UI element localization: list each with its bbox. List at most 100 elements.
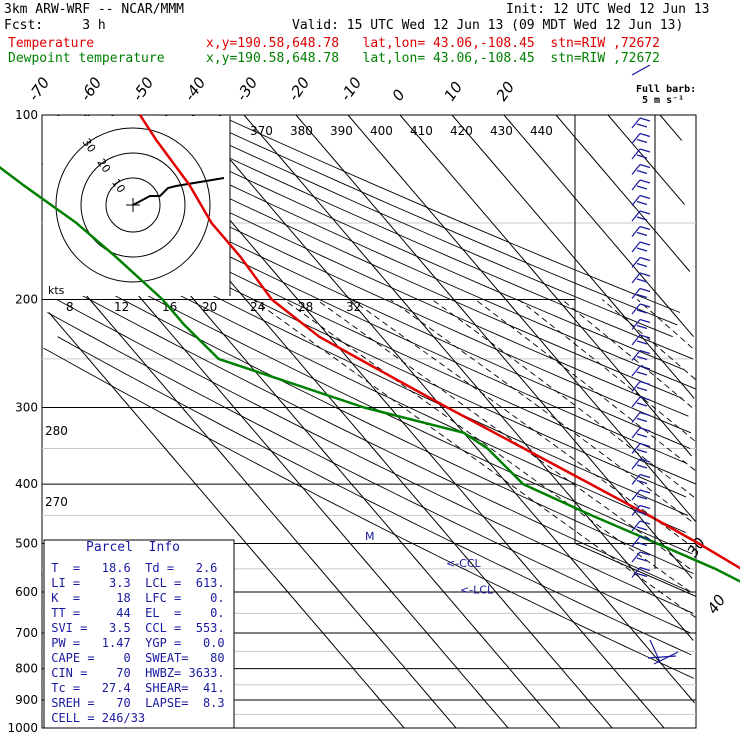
wind-barb-flag xyxy=(636,216,648,221)
dry-adiabat-line xyxy=(110,114,684,370)
wind-barb xyxy=(631,148,641,160)
forecast-hour: Fcst: 3 h xyxy=(4,18,106,33)
speed-axis-label: 20 xyxy=(202,300,217,314)
wind-barb-flag xyxy=(639,256,651,262)
dry-adiabat-line xyxy=(71,255,693,555)
dry-adiabat-line xyxy=(164,114,673,338)
wind-barb-flag xyxy=(636,262,648,268)
wind-barb-flag xyxy=(639,148,651,153)
wind-barb xyxy=(631,257,641,268)
moist-adiabat-line xyxy=(252,299,696,618)
dry-adiabat-line xyxy=(47,312,691,634)
wind-barb-flag xyxy=(639,334,651,339)
wind-barb xyxy=(631,288,641,299)
isotherm-line xyxy=(503,114,694,338)
wind-barb-flag xyxy=(639,427,651,432)
wind-barb-flag xyxy=(636,448,648,454)
moist-adiabat-line xyxy=(637,299,693,349)
moist-adiabat-line xyxy=(351,299,696,550)
parcel-row-9: Tc = 27.4 SHEAR= 41. xyxy=(44,681,225,695)
theta-e-label: 280 xyxy=(45,424,68,438)
wind-barb-flag xyxy=(639,489,651,494)
hodograph-ring xyxy=(55,127,211,283)
wind-barb xyxy=(631,272,641,284)
wind-barb-flag xyxy=(636,247,648,252)
dry-adiabat-line xyxy=(56,299,694,614)
wind-barb-flag xyxy=(636,557,648,562)
wind-barb xyxy=(631,350,641,361)
wind-barbs xyxy=(631,64,679,665)
isotherm-label: 10 xyxy=(441,78,467,104)
wind-barb xyxy=(631,551,641,563)
isotherm-line xyxy=(295,114,693,579)
parcel-row-5: SVI = 3.5 CCL = 553. xyxy=(44,621,225,635)
isotherms xyxy=(43,114,696,729)
init-time: Init: 12 UTC Wed 12 Jun 13 xyxy=(506,2,710,17)
wind-barb-flag xyxy=(636,231,648,237)
wind-barb-flag xyxy=(636,464,648,469)
parcel-row-6: PW = 1.47 YGP = 0.0 xyxy=(44,636,225,650)
wind-barb-flag xyxy=(639,287,651,293)
wind-barb-flag xyxy=(639,117,651,122)
wind-barb xyxy=(631,381,641,392)
wind-barb-flag xyxy=(639,365,651,370)
wind-barb xyxy=(631,334,641,346)
wind-barb xyxy=(631,133,641,144)
wind-barb-flag xyxy=(639,163,651,169)
wind-barb-flag xyxy=(636,355,648,361)
isotherm-label: -70 xyxy=(25,74,54,104)
isotherm-label: 40 xyxy=(704,591,730,617)
isotherm-line xyxy=(43,184,509,729)
isotherm-line xyxy=(399,114,692,457)
isotherm-line xyxy=(48,312,405,729)
wind-barb-flag xyxy=(639,194,651,200)
moist-adiabat-line xyxy=(475,299,696,471)
isotherm-line xyxy=(347,114,696,522)
wind-barb-flag xyxy=(636,510,648,516)
wind-barb-flag xyxy=(636,479,648,485)
wind-barb-flag xyxy=(639,551,651,556)
moist-adiabat-line xyxy=(518,299,695,442)
wind-barb-flag xyxy=(636,185,648,190)
hodograph-unit-label: kts xyxy=(48,284,65,297)
dry-adiabat-line xyxy=(137,114,694,360)
wind-barb-flag xyxy=(636,495,648,500)
wind-barb-flag xyxy=(636,278,648,283)
plot-corner-edge xyxy=(574,543,697,597)
parcel-info-panel xyxy=(43,539,235,729)
isotherm-line xyxy=(243,114,694,641)
pressure-tick-label: 900 xyxy=(15,693,38,707)
wind-barb-flag xyxy=(639,504,651,510)
wind-barb xyxy=(631,319,641,330)
wind-barb-flag xyxy=(636,154,648,159)
theta-label: 380 xyxy=(290,124,313,138)
parcel-marker: M xyxy=(365,530,375,543)
temperature-legend-label: Temperature xyxy=(8,36,95,51)
moist-adiabats xyxy=(252,299,696,618)
isotherm-label: -80 xyxy=(0,74,1,104)
wind-barb-flag xyxy=(639,396,651,401)
isotherm-line xyxy=(191,114,695,704)
moist-adiabat-line xyxy=(389,299,692,522)
wind-barb xyxy=(653,651,679,665)
wind-barb-flag xyxy=(636,123,648,128)
moist-adiabat-line xyxy=(283,299,691,593)
isotherm-label: 20 xyxy=(493,78,519,104)
valid-time: Valid: 15 UTC Wed 12 Jun 13 (09 MDT Wed … xyxy=(292,18,684,33)
speed-axis-label: 24 xyxy=(250,300,265,314)
pressure-tick-label: 400 xyxy=(15,477,38,491)
wind-barb xyxy=(631,241,641,253)
wind-barb xyxy=(631,195,641,206)
pressure-tick-label: 100 xyxy=(15,108,38,122)
isotherm-line xyxy=(659,114,683,141)
speed-axis-label: 12 xyxy=(114,300,129,314)
isotherm-line xyxy=(555,114,691,272)
parcel-row-11: CELL = 246/33 xyxy=(44,711,146,725)
isotherm-line xyxy=(87,114,613,729)
wind-barb-flag xyxy=(636,371,648,376)
hodograph-trace xyxy=(132,177,225,206)
pressure-tick-label: 800 xyxy=(15,662,38,676)
wind-barb-flag xyxy=(639,349,651,355)
